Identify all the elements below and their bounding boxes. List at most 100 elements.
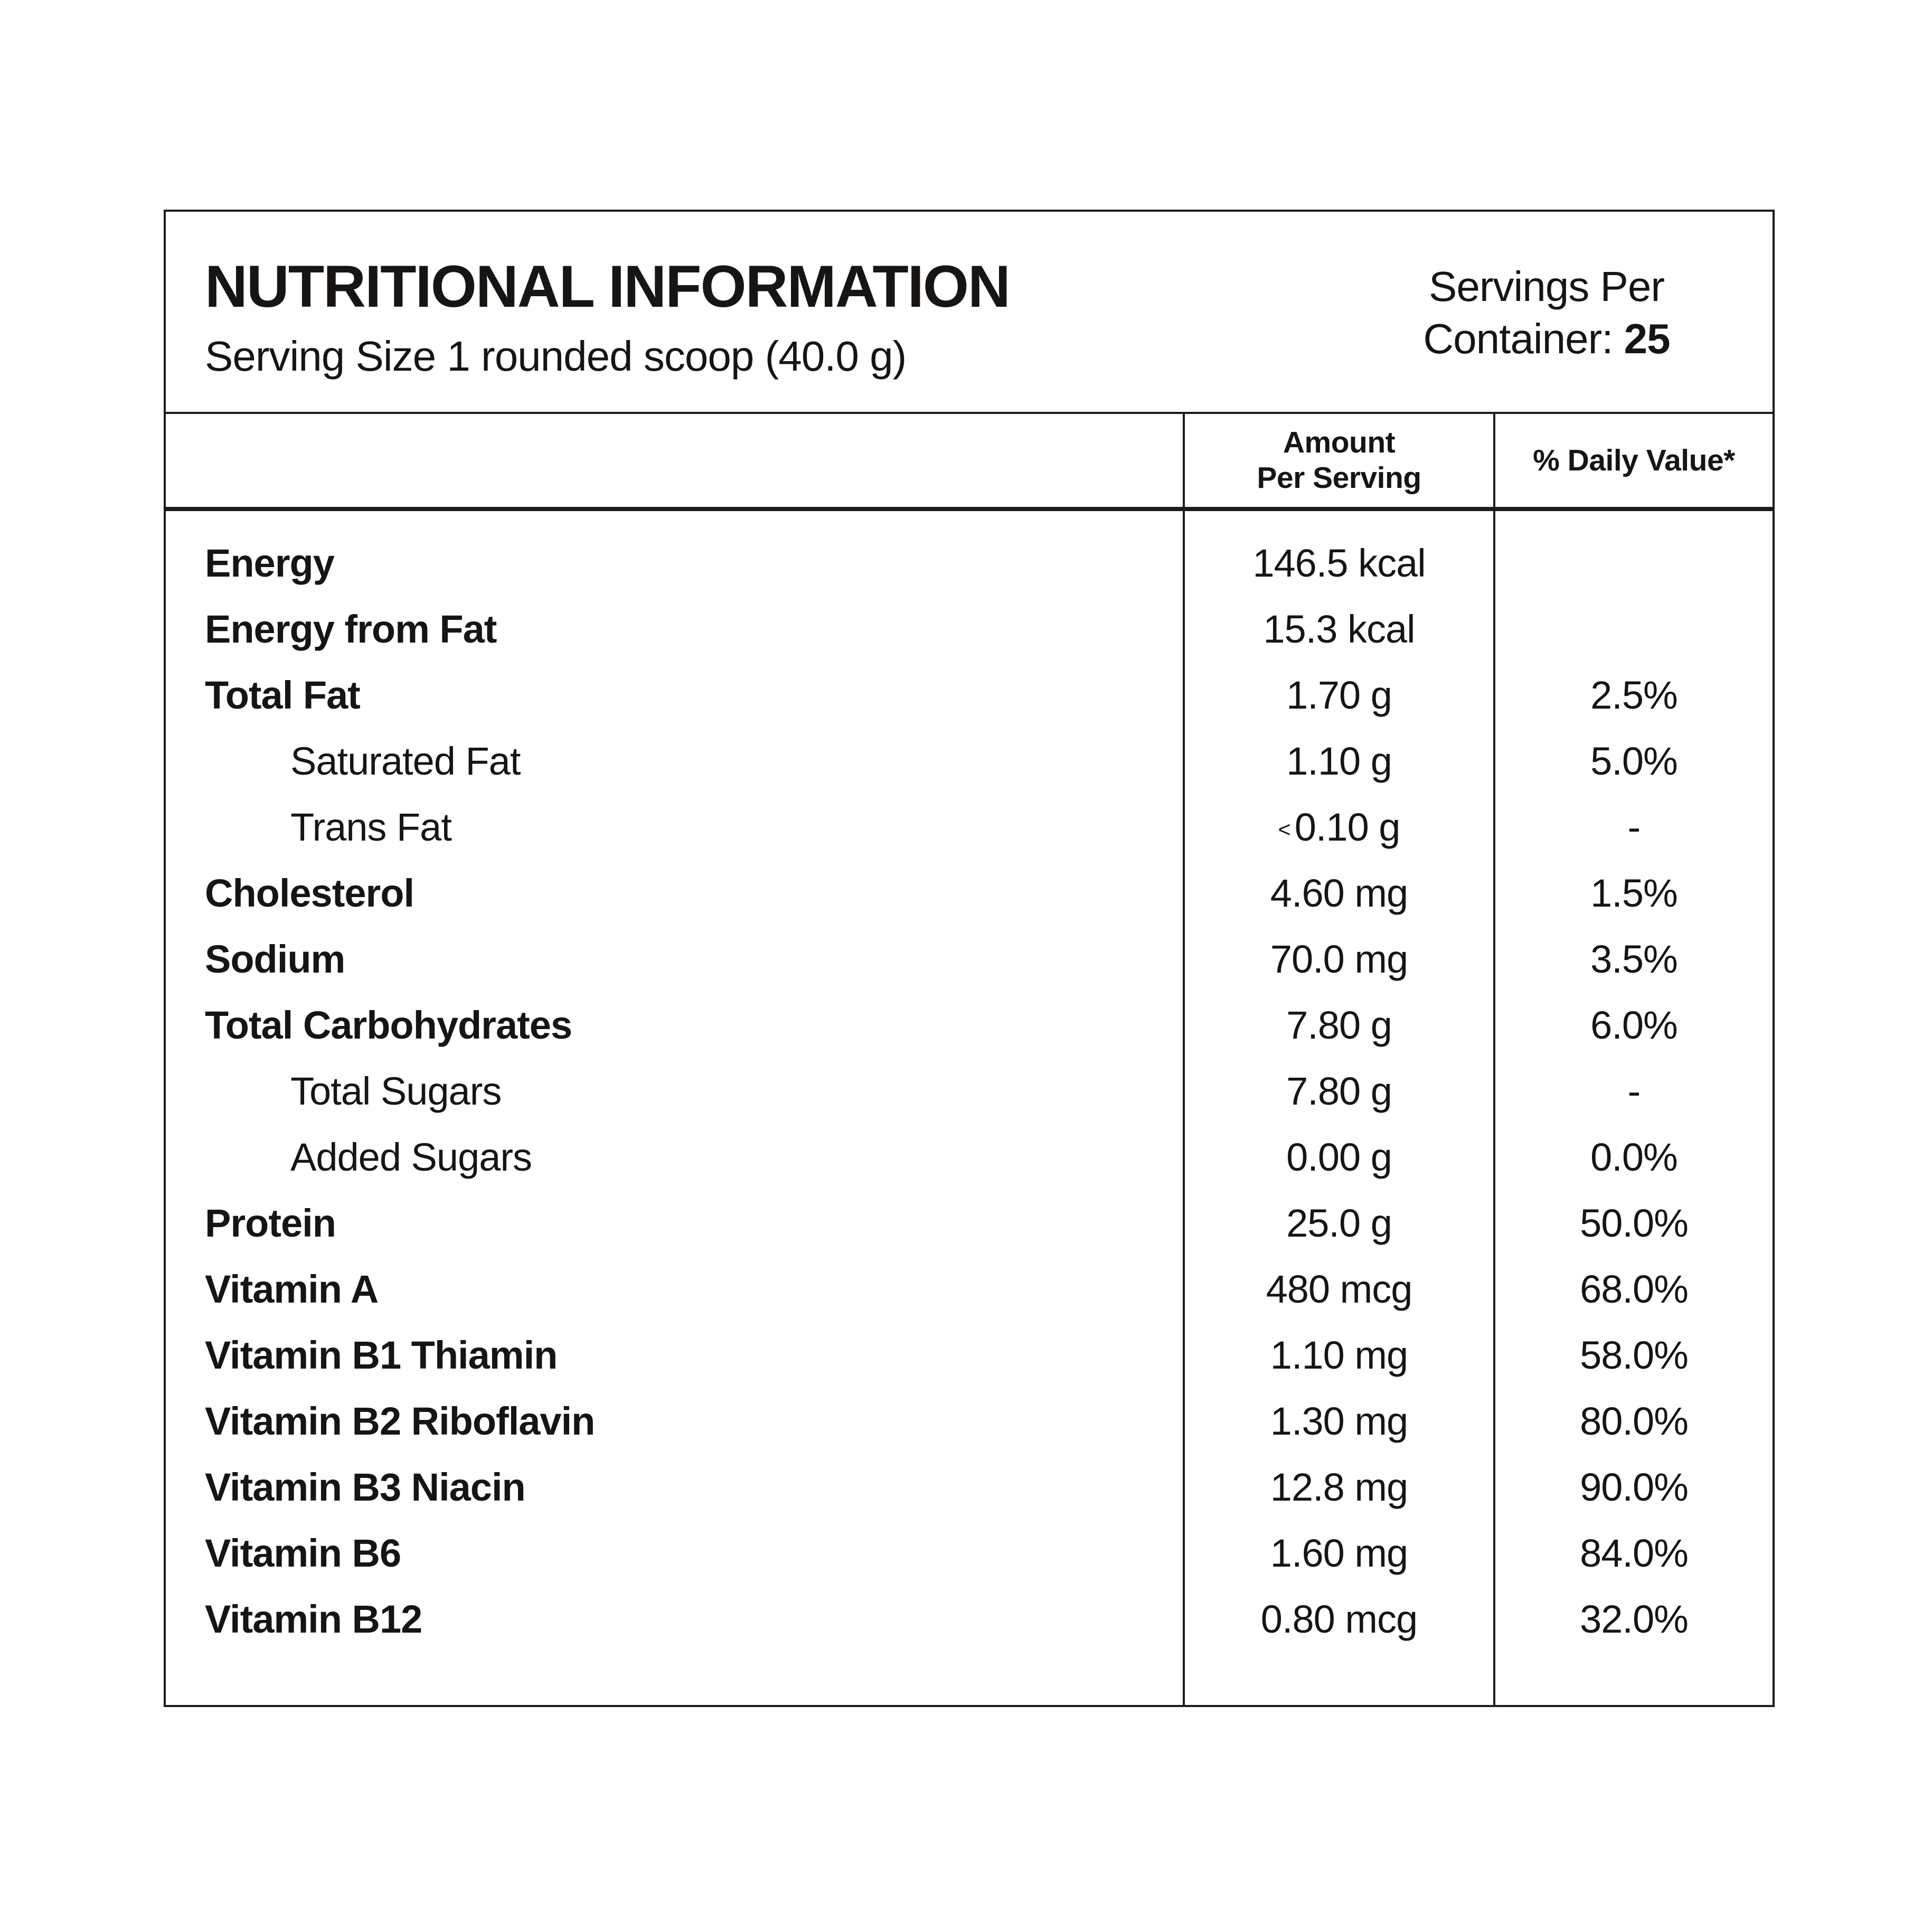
table-row: Energy from Fat 15.3 kcal xyxy=(166,596,1773,662)
row-label: Energy from Fat xyxy=(205,607,497,651)
row-daily-value: 6.0% xyxy=(1590,1003,1678,1047)
row-amount: 1.60 mg xyxy=(1183,1520,1495,1586)
row-label: Total Sugars xyxy=(290,1069,502,1113)
column-divider-right xyxy=(1493,511,1495,1705)
amount-value: 0.80 mcg xyxy=(1260,1597,1418,1641)
row-amount: 25.0 g xyxy=(1183,1190,1495,1256)
row-label: Vitamin B1 Thiamin xyxy=(205,1333,558,1377)
servings-count: 25 xyxy=(1624,315,1671,362)
servings-line2: Container: 25 xyxy=(1350,313,1743,365)
row-amount: 15.3 kcal xyxy=(1183,596,1495,662)
amount-value: 25.0 g xyxy=(1286,1201,1392,1245)
row-label: Trans Fat xyxy=(290,805,452,849)
amount-value: 1.70 g xyxy=(1286,673,1392,717)
row-daily-value: 68.0% xyxy=(1580,1267,1689,1311)
row-amount: 12.8 mg xyxy=(1183,1454,1495,1520)
row-daily-value: 84.0% xyxy=(1580,1531,1689,1575)
serving-size-text: Serving Size 1 rounded scoop (40.0 g) xyxy=(205,333,907,380)
table-row: Cholesterol 4.60 mg 1.5% xyxy=(166,860,1773,926)
table-row: Vitamin B12 0.80 mcg 32.0% xyxy=(166,1586,1773,1652)
row-amount: 146.5 kcal xyxy=(1183,530,1495,596)
amount-value: 1.30 mg xyxy=(1270,1399,1408,1443)
row-amount: 70.0 mg xyxy=(1183,926,1495,992)
column-header-row: Amount Per Serving % Daily Value* xyxy=(166,414,1773,511)
servings-per-container: Servings Per Container: 25 xyxy=(1350,212,1773,412)
table-row: Total Carbohydrates 7.80 g 6.0% xyxy=(166,992,1773,1058)
row-label: Vitamin B3 Niacin xyxy=(205,1465,526,1509)
row-label: Sodium xyxy=(205,937,345,981)
table-row: Protein 25.0 g 50.0% xyxy=(166,1190,1773,1256)
servings-label: Container: xyxy=(1423,315,1624,362)
row-daily-value: 2.5% xyxy=(1590,673,1678,717)
amount-header-line1: Amount xyxy=(1283,426,1396,459)
table-row: Saturated Fat 1.10 g 5.0% xyxy=(166,728,1773,794)
page-title: NUTRITIONAL INFORMATION xyxy=(205,253,1011,319)
row-daily-value: 50.0% xyxy=(1580,1201,1689,1245)
row-daily-value: 80.0% xyxy=(1580,1399,1689,1443)
row-label: Total Fat xyxy=(205,673,361,717)
row-amount: 7.80 g xyxy=(1183,1058,1495,1124)
amount-value: 4.60 mg xyxy=(1270,871,1408,915)
row-daily-value xyxy=(1495,530,1773,596)
row-daily-value: 1.5% xyxy=(1590,871,1678,915)
row-amount: 0.00 g xyxy=(1183,1124,1495,1190)
less-than-sign: < xyxy=(1278,817,1291,842)
table-row: Total Fat 1.70 g 2.5% xyxy=(166,662,1773,728)
nutrition-label: NUTRITIONAL INFORMATION Serving Size 1 r… xyxy=(164,210,1775,1707)
servings-line1: Servings Per xyxy=(1429,263,1665,310)
row-label: Added Sugars xyxy=(290,1135,532,1179)
row-amount: 4.60 mg xyxy=(1183,860,1495,926)
amount-value: 15.3 kcal xyxy=(1263,607,1415,651)
row-daily-value xyxy=(1495,596,1773,662)
row-label: Cholesterol xyxy=(205,871,414,915)
row-daily-value: 58.0% xyxy=(1580,1333,1689,1377)
row-label: Protein xyxy=(205,1201,336,1245)
row-amount: 1.30 mg xyxy=(1183,1388,1495,1454)
label-header: NUTRITIONAL INFORMATION Serving Size 1 r… xyxy=(166,212,1773,414)
table-row: Total Sugars 7.80 g - xyxy=(166,1058,1773,1124)
row-amount: <0.10 g xyxy=(1183,794,1495,862)
header-left: NUTRITIONAL INFORMATION Serving Size 1 r… xyxy=(166,212,1011,412)
amount-value: 0.10 g xyxy=(1294,805,1401,849)
column-header-amount: Amount Per Serving xyxy=(1183,414,1495,507)
column-divider-left xyxy=(1183,511,1185,1705)
row-daily-value: - xyxy=(1627,805,1641,849)
rows-container: Energy 146.5 kcal Energy from Fat 15.3 k… xyxy=(166,530,1773,1652)
amount-value: 480 mcg xyxy=(1266,1267,1413,1311)
table-row: Energy 146.5 kcal xyxy=(166,530,1773,596)
row-amount: 1.10 mg xyxy=(1183,1322,1495,1388)
row-label: Vitamin B2 Riboflavin xyxy=(205,1399,595,1443)
table-row: Vitamin B1 Thiamin 1.10 mg 58.0% xyxy=(166,1322,1773,1388)
amount-value: 146.5 kcal xyxy=(1252,541,1426,585)
table-row: Added Sugars 0.00 g 0.0% xyxy=(166,1124,1773,1190)
row-amount: 0.80 mcg xyxy=(1183,1586,1495,1652)
column-header-spacer xyxy=(166,414,1183,507)
amount-value: 12.8 mg xyxy=(1270,1465,1408,1509)
amount-value: 7.80 g xyxy=(1286,1069,1392,1113)
row-label: Vitamin B12 xyxy=(205,1597,422,1641)
table-row: Sodium 70.0 mg 3.5% xyxy=(166,926,1773,992)
row-daily-value: 3.5% xyxy=(1590,937,1678,981)
amount-value: 0.00 g xyxy=(1286,1135,1392,1179)
row-label: Energy xyxy=(205,541,335,585)
row-amount: 1.10 g xyxy=(1183,728,1495,794)
nutrition-table-body: Energy 146.5 kcal Energy from Fat 15.3 k… xyxy=(166,511,1773,1705)
column-header-daily-value: % Daily Value* xyxy=(1533,444,1735,477)
row-label: Saturated Fat xyxy=(290,739,521,783)
amount-value: 7.80 g xyxy=(1286,1003,1392,1047)
table-row: Vitamin A 480 mcg 68.0% xyxy=(166,1256,1773,1322)
row-amount: 1.70 g xyxy=(1183,662,1495,728)
amount-header-line2: Per Serving xyxy=(1257,461,1421,495)
row-label: Total Carbohydrates xyxy=(205,1003,572,1047)
amount-value: 1.10 mg xyxy=(1270,1333,1408,1377)
table-row: Vitamin B3 Niacin 12.8 mg 90.0% xyxy=(166,1454,1773,1520)
row-label: Vitamin B6 xyxy=(205,1531,401,1575)
row-amount: 7.80 g xyxy=(1183,992,1495,1058)
row-label: Vitamin A xyxy=(205,1267,379,1311)
table-row: Vitamin B6 1.60 mg 84.0% xyxy=(166,1520,1773,1586)
row-daily-value: 5.0% xyxy=(1590,739,1678,783)
row-daily-value: 32.0% xyxy=(1580,1597,1689,1641)
amount-value: 1.60 mg xyxy=(1270,1531,1408,1575)
row-daily-value: - xyxy=(1627,1069,1641,1113)
row-amount: 480 mcg xyxy=(1183,1256,1495,1322)
